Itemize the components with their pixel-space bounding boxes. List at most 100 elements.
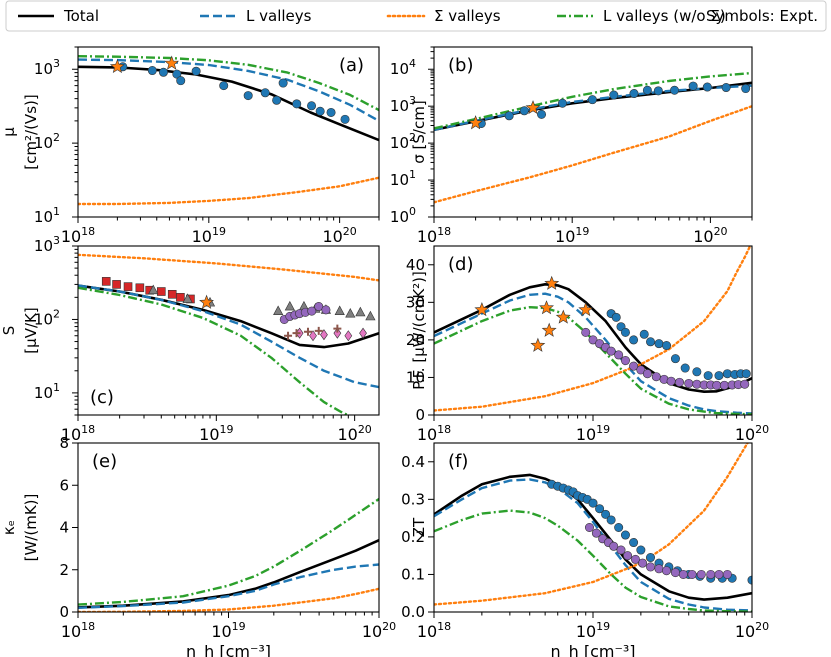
marker-circle <box>614 522 624 532</box>
marker-plus <box>303 327 312 336</box>
x-tick-label: 1018 <box>417 620 451 641</box>
marker-circle <box>595 504 605 514</box>
x-axis-a: 1018 1019 1020 <box>61 217 380 246</box>
y-tick-label: 104 <box>390 57 416 78</box>
x-tick-label: 1019 <box>199 423 233 444</box>
y-axis-label: ZT <box>410 517 428 537</box>
x-tick-label: 1020 <box>322 225 356 246</box>
marker-circle <box>504 111 514 121</box>
x-tick-label: 1019 <box>576 423 610 444</box>
marker-square <box>101 277 111 286</box>
marker-circle <box>588 498 598 508</box>
x-tick-label: 1020 <box>362 620 396 641</box>
marker-purple_circle <box>314 302 324 312</box>
marker-plus <box>292 329 301 338</box>
panel-c: 1018 1019 1020 101 102 103 (c) S [μV/K] <box>0 234 380 444</box>
marker-purple_circle <box>662 566 672 576</box>
marker-purple_circle <box>666 376 676 386</box>
marker-circle <box>688 81 698 91</box>
y-tick-label: 100 <box>390 205 416 226</box>
marker-triangle <box>345 307 356 318</box>
marker-purple_circle <box>696 569 706 579</box>
marker-purple_circle <box>654 564 664 574</box>
y-axis-label: P.F. [μW/(cmK²)] <box>410 271 428 390</box>
y-axis-label: [W/(mK)] <box>22 494 40 562</box>
marker-purple_circle <box>321 305 331 315</box>
y-tick-label: 101 <box>34 381 60 402</box>
legend-label: L valleys <box>246 7 312 25</box>
legend-entry: Σ valleys <box>386 7 501 25</box>
marker-purple_circle <box>629 361 639 371</box>
y-tick-label: 0.0 <box>401 603 425 621</box>
x-tick-label: 1018 <box>61 225 95 246</box>
marker-purple_circle <box>591 528 601 538</box>
marker-star <box>541 322 557 337</box>
marker-purple_circle <box>678 569 688 579</box>
marker-circle <box>620 327 630 337</box>
legend-entry: L valleys (w/o Σ) <box>557 7 726 25</box>
marker-purple_circle <box>651 372 661 382</box>
marker-purple_circle <box>670 568 680 578</box>
marker-circle <box>601 509 611 519</box>
axes-frame-e <box>77 442 380 613</box>
marker-circle <box>611 312 621 322</box>
marker-square <box>167 289 177 299</box>
x-axis-label: n_h [cm⁻³] <box>550 642 635 657</box>
marker-purple_circle <box>581 327 591 337</box>
marker-purple_circle <box>684 378 694 388</box>
y-axis-label: κₑ <box>0 520 18 535</box>
panel-label: (e) <box>92 451 117 472</box>
marker-circle <box>692 367 702 377</box>
marker-circle <box>714 371 724 381</box>
series-line-Lwo <box>78 55 379 112</box>
y-tick-label: 30 <box>406 293 425 311</box>
marker-star <box>164 55 180 70</box>
x-axis-e: 1018 1019 1020 <box>61 612 396 641</box>
marker-circle <box>307 101 317 111</box>
x-tick-label: 1018 <box>417 423 451 444</box>
x-tick-label: 1018 <box>61 423 95 444</box>
y-axis-e: 0 2 4 6 8 <box>59 434 78 621</box>
axes-frame-b <box>433 46 753 218</box>
y-axis-c: 101 102 103 <box>34 234 78 416</box>
marker-circle <box>537 109 547 119</box>
axes-frame-a <box>77 46 380 218</box>
marker-purple_circle <box>712 380 722 390</box>
y-tick-label: 2 <box>59 561 69 579</box>
marker-plus <box>314 326 323 335</box>
y-tick-label: 102 <box>34 131 60 152</box>
marker-purple_circle <box>719 380 729 390</box>
marker-circle <box>606 515 616 525</box>
series-line-total <box>434 473 752 601</box>
marker-circle <box>662 341 672 351</box>
marker-circle <box>703 371 713 381</box>
x-axis-label: n_h [cm⁻³] <box>186 642 271 657</box>
marker-circle <box>670 85 680 95</box>
x-axis-f: 1018 1019 1020 <box>417 612 769 641</box>
marker-circle <box>315 106 325 116</box>
legend-label: L valleys (w/o Σ) <box>603 7 726 25</box>
y-tick-label: 103 <box>34 234 60 255</box>
marker-purple_circle <box>307 306 317 316</box>
series-line-L <box>434 478 752 612</box>
y-axis-d: 0 10 20 30 40 <box>406 256 434 424</box>
marker-purple_circle <box>638 558 648 568</box>
marker-circle <box>680 363 690 373</box>
marker-purple_circle <box>642 369 652 379</box>
x-axis-d: 1018 1019 1020 <box>417 415 769 444</box>
series-line-Lwo <box>78 498 379 606</box>
plot-area-c <box>78 253 379 415</box>
marker-star <box>530 337 546 352</box>
marker-triangle <box>334 305 345 315</box>
marker-square <box>112 280 121 289</box>
plot-area-a <box>78 55 379 206</box>
marker-purple_circle <box>687 569 697 579</box>
series-line-L <box>78 284 379 389</box>
y-tick-label: 102 <box>390 131 416 152</box>
marker-star <box>474 301 490 317</box>
marker-purple_circle <box>740 379 750 389</box>
marker-purple_circle <box>609 541 619 551</box>
marker-circle <box>646 337 656 347</box>
